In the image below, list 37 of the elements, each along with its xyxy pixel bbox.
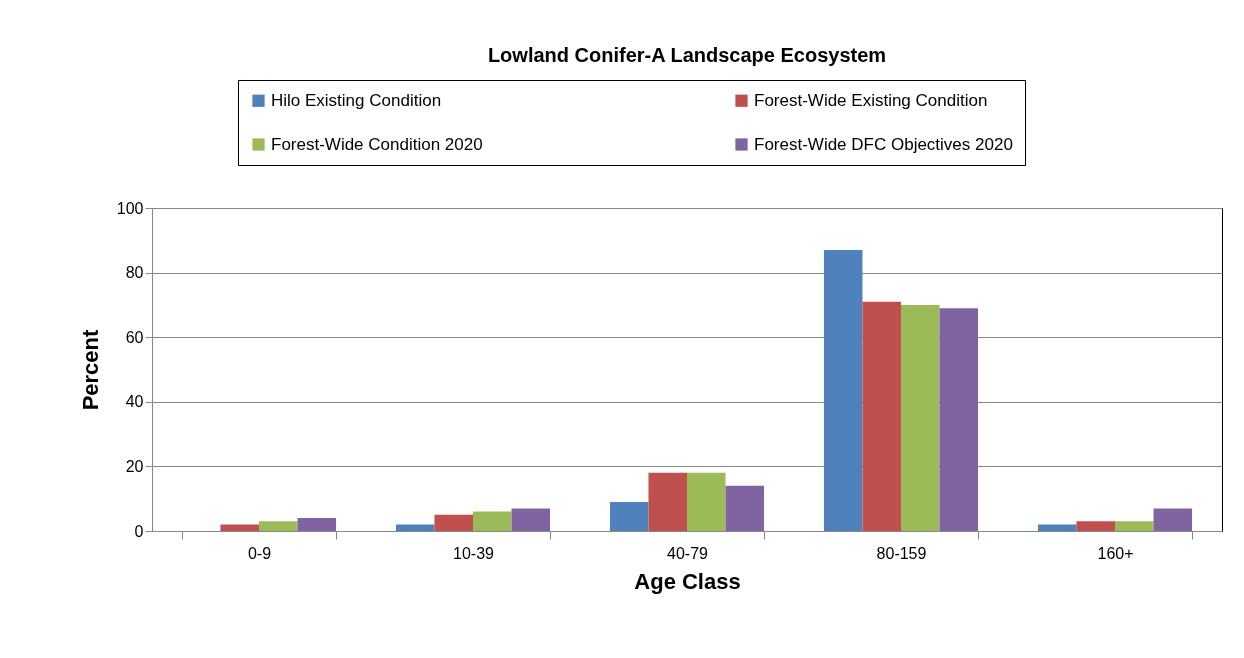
bar: [434, 514, 473, 531]
legend-label: Forest-Wide Existing Condition: [754, 90, 988, 110]
y-axis-title: Percent: [77, 328, 103, 411]
y-tick-label: 100: [116, 199, 144, 217]
x-axis-title: Age Class: [634, 568, 741, 594]
bar: [1115, 521, 1154, 531]
legend-label: Hilo Existing Condition: [271, 90, 442, 110]
bar: [1037, 524, 1077, 531]
y-tick-label: 60: [125, 328, 144, 346]
chart-title: Lowland Conifer-A Landscape Ecosystem: [487, 43, 887, 66]
bar: [687, 472, 726, 531]
bar: [395, 524, 435, 531]
y-tick-label: 40: [125, 393, 144, 411]
y-tick-label: 20: [125, 457, 144, 475]
x-tick-label: 80-159: [876, 544, 927, 562]
x-tick-label: 10-39: [453, 544, 495, 562]
y-tick-label: 0: [134, 522, 144, 540]
x-tick-label: 40-79: [667, 544, 709, 562]
bar: [473, 511, 512, 531]
x-tick-label: 160+: [1097, 544, 1134, 562]
bar: [725, 485, 765, 531]
legend-label: Forest-Wide DFC Objectives 2020: [754, 134, 1013, 154]
y-tick-label: 80: [125, 264, 144, 282]
bar: [259, 521, 298, 531]
legend-label: Forest-Wide Condition 2020: [271, 134, 483, 154]
bar: [297, 518, 337, 531]
bar: [220, 524, 259, 531]
bar: [901, 304, 940, 531]
bar: [609, 501, 649, 531]
bar: [1153, 508, 1193, 531]
x-tick-label: 0-9: [247, 544, 272, 562]
bar: [1076, 521, 1115, 531]
bar: [862, 301, 901, 531]
bar: [511, 508, 551, 531]
bar: [648, 472, 687, 531]
bar: [939, 308, 979, 531]
bar: [823, 249, 863, 531]
